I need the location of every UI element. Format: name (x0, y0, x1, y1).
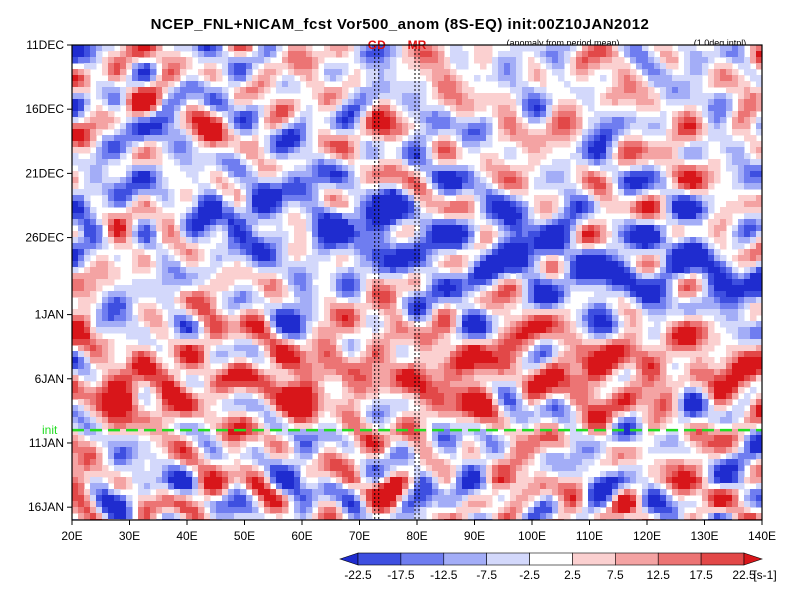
x-tick-label: 30E (119, 529, 140, 543)
colorbar-swatch (700, 552, 745, 566)
chart-title: NCEP_FNL+NICAM_fcst Vor500_anom (8S-EQ) … (151, 16, 650, 33)
chart-subtitle-left: (anomaly from period mean) (506, 38, 619, 48)
colorbar-swatch (572, 552, 616, 566)
x-tick-label: 100E (518, 529, 546, 543)
x-tick-label: 120E (633, 529, 661, 543)
colorbar-label: 12.5 (647, 568, 671, 582)
y-tick-label: 1JAN (35, 308, 64, 322)
colorbar-swatch (743, 552, 763, 566)
heatmap-field (72, 45, 762, 520)
x-tick-label: 70E (349, 529, 370, 543)
y-axis: 11DEC 16DEC 21DEC 26DEC 1JAN 6JAN 11JAN 16JAN (25, 38, 72, 514)
colorbar-label: 7.5 (607, 568, 624, 582)
x-tick-label: 90E (464, 529, 485, 543)
x-tick-label: 40E (176, 529, 197, 543)
x-tick-label: 140E (748, 529, 776, 543)
colorbar-swatch (657, 552, 702, 566)
x-tick-label: 50E (234, 529, 255, 543)
colorbar: -22.5 -17.5 -12.5 -7.5 -2.5 2.5 7.5 12.5 17.5 22.… (339, 552, 777, 582)
colorbar-label: -12.5 (430, 568, 458, 582)
y-tick-label: 16JAN (28, 500, 64, 514)
y-tick-label: 11JAN (29, 436, 64, 450)
y-tick-label: 21DEC (25, 166, 64, 180)
y-tick-label: 6JAN (35, 372, 64, 386)
colorbar-swatch (615, 552, 659, 566)
init-label: init (42, 423, 58, 437)
chart-subtitle-right: (1.0deg intpl) (694, 38, 747, 48)
colorbar-label: 2.5 (564, 568, 581, 582)
colorbar-swatch (529, 552, 573, 566)
colorbar-label: 17.5 (689, 568, 713, 582)
x-tick-label: 130E (690, 529, 718, 543)
colorbar-label: 22.5 (732, 568, 756, 582)
colorbar-swatch (486, 552, 530, 566)
colorbar-label: -17.5 (387, 568, 415, 582)
colorbar-swatch (339, 552, 359, 566)
y-tick-label: 26DEC (25, 231, 64, 245)
colorbar-unit: [s-1] (753, 568, 776, 582)
x-axis: 20E 30E 40E 50E 60E 70E 80E 90E 100E 110E 120E 130E… (61, 520, 776, 543)
x-tick-label: 80E (406, 529, 427, 543)
colorbar-swatch (357, 552, 402, 566)
y-tick-label: 16DEC (25, 102, 64, 116)
colorbar-label: -7.5 (476, 568, 497, 582)
y-tick-label: 11DEC (26, 38, 64, 52)
colorbar-label: -2.5 (519, 568, 540, 582)
x-tick-label: 110E (576, 529, 603, 543)
x-tick-label: 60E (291, 529, 312, 543)
colorbar-swatch (443, 552, 487, 566)
init-line-group: init (42, 423, 762, 437)
colorbar-label: -22.5 (344, 568, 372, 582)
colorbar-swatch (400, 552, 445, 566)
x-tick-label: 20E (61, 529, 82, 543)
